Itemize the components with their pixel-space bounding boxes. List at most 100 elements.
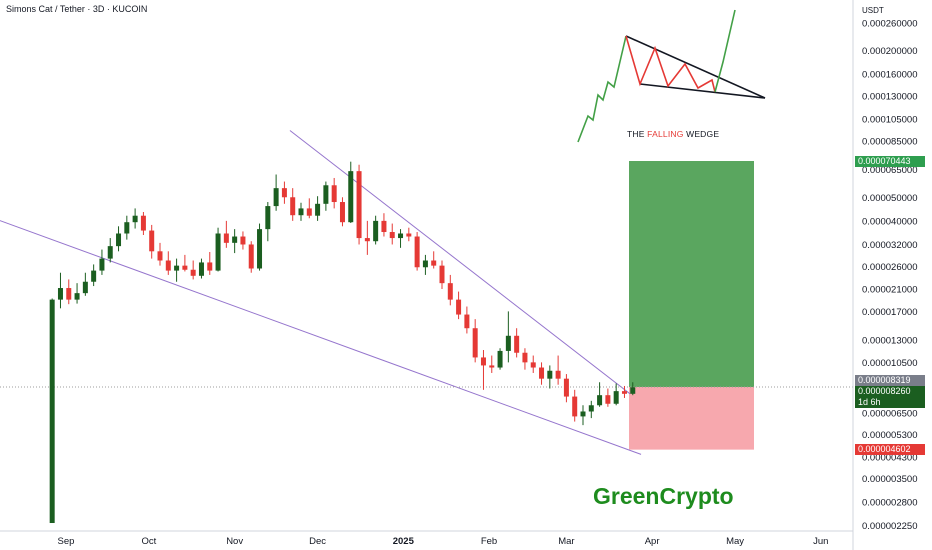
trendline-lower <box>0 220 642 455</box>
candle <box>621 385 627 398</box>
candle <box>99 249 105 275</box>
candle-body <box>373 220 379 242</box>
candle <box>165 251 171 275</box>
candle <box>389 223 395 245</box>
candle <box>514 328 520 358</box>
candle <box>215 227 221 272</box>
candle-body <box>588 405 594 412</box>
time-tick-label: 2025 <box>393 536 415 547</box>
candle-body <box>464 314 470 329</box>
candle-body <box>621 391 627 394</box>
candle <box>82 272 88 296</box>
candle <box>497 348 503 370</box>
candle-body <box>339 202 345 223</box>
candle-body <box>381 220 387 233</box>
candle <box>364 220 370 255</box>
price-tick-label: 0.000032000 <box>862 240 917 251</box>
candle <box>91 264 97 287</box>
candle <box>339 197 345 227</box>
wedge-trendlines <box>0 130 642 455</box>
candle-body <box>91 270 97 282</box>
candle <box>439 260 445 290</box>
price-axis[interactable]: 0.000260000 0.000200000 0.000160000 0.00013… <box>862 18 917 531</box>
candle-body <box>547 370 553 379</box>
pattern-caption-prefix: THE <box>627 129 648 139</box>
pattern-caption-suffix: WEDGE <box>683 129 720 139</box>
candle-body <box>613 391 619 404</box>
candle-body <box>489 365 495 368</box>
price-tick-label: 0.000040000 <box>862 216 917 227</box>
candle <box>74 283 80 304</box>
candle <box>613 383 619 406</box>
candle-body <box>265 206 271 230</box>
candle-body <box>480 357 486 366</box>
candle <box>522 348 528 370</box>
candle-body <box>630 387 636 394</box>
price-tick-label: 0.000026000 <box>862 262 917 273</box>
candle-body <box>605 395 611 404</box>
candle-body <box>306 208 312 216</box>
candle <box>456 291 462 320</box>
candle-body <box>66 288 72 300</box>
price-tick-label: 0.000050000 <box>862 193 917 204</box>
candle <box>107 238 113 263</box>
candle <box>406 227 412 242</box>
candle-body <box>290 197 296 216</box>
candle <box>563 374 569 403</box>
time-tick-label: Dec <box>309 536 326 547</box>
candle <box>464 306 470 334</box>
bar-countdown: 1d 6h <box>858 397 881 408</box>
candle <box>539 362 545 385</box>
candle-body <box>273 188 279 207</box>
candle <box>116 226 122 252</box>
candle-body <box>223 233 229 243</box>
pattern-caption-highlight: FALLING <box>647 129 684 139</box>
brand-watermark: GreenCrypto <box>593 483 734 509</box>
candle-body <box>107 246 113 259</box>
candle-body <box>514 335 520 353</box>
candle-body <box>472 328 478 358</box>
candle <box>57 272 63 309</box>
candle <box>273 174 279 211</box>
price-tick-label: 0.000002800 <box>862 498 917 509</box>
target-zone <box>629 161 754 387</box>
candle <box>223 220 229 248</box>
candle <box>190 260 196 280</box>
candle-body <box>149 230 155 252</box>
price-tick-label: 0.000085000 <box>862 137 917 148</box>
candle-body <box>257 229 263 269</box>
candle <box>315 196 321 221</box>
candle-body <box>456 299 462 315</box>
time-axis[interactable]: Sep Oct Nov Dec 2025 Feb Mar Apr May Jun <box>58 536 829 547</box>
candle-body <box>389 232 395 239</box>
candle-body <box>198 262 204 276</box>
candle <box>605 388 611 407</box>
candle-body <box>157 251 163 261</box>
candle <box>298 202 304 221</box>
falling-wedge-icon <box>577 9 766 143</box>
price-tick-label: 0.000006500 <box>862 409 917 420</box>
candle-body <box>447 283 453 300</box>
candle-body <box>174 265 180 271</box>
candle <box>132 208 138 229</box>
price-tick-label: 0.000013000 <box>862 335 917 346</box>
candle <box>157 242 163 266</box>
candle-body <box>580 411 586 417</box>
candle-body <box>331 185 337 203</box>
candle-body <box>505 335 511 351</box>
candle-body <box>414 236 420 268</box>
candle <box>381 213 387 237</box>
candle-body <box>240 236 246 245</box>
candle-body <box>563 378 569 397</box>
target-price-tag: 0.000070443 <box>855 155 925 167</box>
time-tick-label: Oct <box>142 536 157 547</box>
current-price-value: 0.000008260 <box>858 386 911 397</box>
candle <box>331 177 337 209</box>
time-tick-label: Feb <box>481 536 497 547</box>
price-tick-label: 0.000021000 <box>862 285 917 296</box>
candle-body <box>49 299 55 524</box>
candle <box>174 258 180 282</box>
price-tick-label: 0.000065000 <box>862 165 917 176</box>
